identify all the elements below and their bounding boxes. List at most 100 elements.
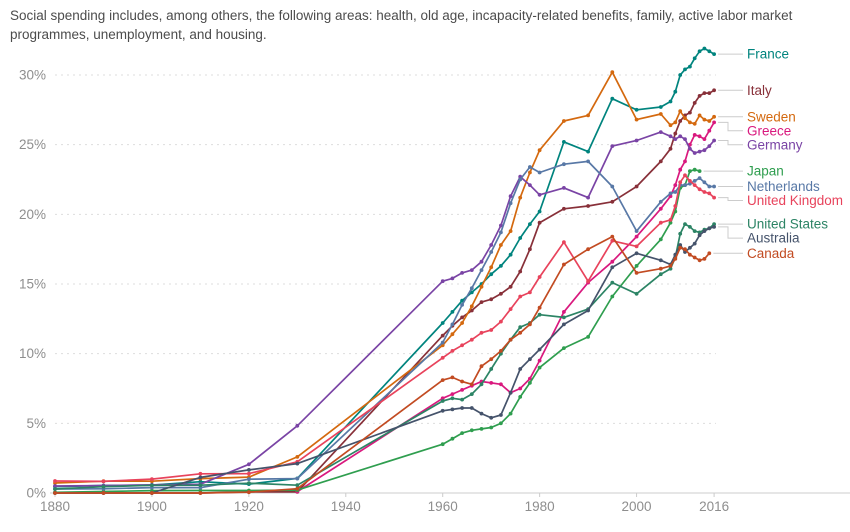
data-point-france (586, 149, 590, 154)
series-label-italy[interactable]: Italy (747, 83, 772, 98)
data-point-france (562, 140, 566, 144)
x-tick-label: 1920 (234, 499, 264, 514)
data-point-canada (537, 305, 542, 310)
data-point-france (634, 107, 639, 112)
series-line-japan[interactable] (54, 168, 700, 494)
series-label-netherlands[interactable]: Netherlands (747, 179, 820, 194)
series-label-france[interactable]: France (747, 47, 789, 62)
series-label-germany[interactable]: Germany (747, 137, 803, 152)
data-point-sweden (678, 109, 683, 114)
data-point-canada (678, 245, 683, 250)
data-point-germany (702, 148, 707, 153)
series-line-france[interactable] (54, 47, 715, 488)
data-point-netherlands (668, 191, 673, 196)
series-line-netherlands[interactable] (54, 160, 715, 490)
data-point-italy (702, 91, 707, 95)
data-point-united-states (634, 291, 639, 296)
chart-subtitle-note: Social spending includes, among others, … (10, 8, 793, 42)
data-point-netherlands (692, 179, 697, 183)
data-point-united-states (610, 280, 615, 285)
data-point-france (668, 99, 673, 104)
data-point-united-states (712, 222, 716, 227)
series-label-sweden[interactable]: Sweden (747, 109, 796, 124)
data-point-japan (610, 294, 615, 299)
data-point-united-kingdom (247, 471, 251, 476)
data-point-australia (692, 241, 697, 246)
data-point-united-kingdom (562, 240, 566, 245)
data-point-netherlands (697, 176, 702, 181)
data-point-sweden (683, 116, 687, 121)
y-tick-label: 30% (19, 68, 46, 83)
data-point-netherlands (479, 268, 484, 272)
data-point-australia (499, 413, 503, 417)
data-point-netherlands (586, 159, 590, 164)
data-point-sweden (712, 114, 716, 119)
series-label-greece[interactable]: Greece (747, 123, 791, 138)
data-point-france (610, 96, 615, 101)
data-point-france (499, 264, 503, 268)
data-point-germany (712, 138, 716, 143)
data-point-greece (528, 376, 532, 381)
series-line-australia[interactable] (55, 226, 715, 494)
data-point-canada (707, 251, 712, 256)
series-line-sweden[interactable] (54, 71, 715, 484)
data-point-united-states (53, 487, 57, 491)
data-point-italy (518, 269, 523, 274)
data-point-germany (247, 462, 251, 467)
data-point-australia (479, 411, 484, 416)
data-point-australia (712, 225, 716, 229)
data-point-japan (518, 395, 523, 399)
data-point-united-states (198, 483, 203, 488)
data-point-australia (469, 406, 474, 410)
data-point-netherlands (562, 162, 566, 167)
data-point-italy (489, 297, 494, 302)
series-line-germany[interactable] (54, 131, 715, 487)
series-line-united-states[interactable] (54, 223, 715, 490)
data-point-united-states (101, 484, 106, 489)
data-point-italy (610, 199, 615, 204)
data-point-greece (673, 183, 678, 188)
data-point-germany (683, 137, 687, 142)
label-connector-australia (718, 226, 743, 239)
data-point-united-kingdom (198, 471, 203, 476)
data-point-japan (499, 421, 503, 426)
data-point-united-kingdom (668, 218, 673, 222)
data-point-sweden (586, 113, 590, 118)
series-label-united-kingdom[interactable]: United Kingdom (747, 193, 843, 208)
data-point-canada (479, 364, 484, 369)
data-point-greece (537, 358, 542, 363)
data-point-france (692, 56, 697, 61)
data-point-united-kingdom (508, 307, 513, 311)
series-line-canada[interactable] (55, 235, 710, 494)
data-point-germany (295, 423, 300, 428)
series-line-greece[interactable] (296, 121, 715, 493)
data-point-canada (499, 349, 503, 353)
data-point-united-kingdom (673, 204, 678, 208)
data-point-united-states (688, 225, 692, 229)
data-point-greece (634, 234, 639, 239)
y-tick-label: 20% (19, 207, 46, 222)
data-point-united-states (489, 367, 494, 371)
data-point-canada (295, 486, 300, 491)
data-point-australia (678, 243, 683, 247)
data-point-canada (489, 357, 494, 362)
data-point-italy (440, 333, 445, 338)
data-point-united-kingdom (610, 238, 615, 243)
series-label-canada[interactable]: Canada (747, 246, 795, 261)
data-point-netherlands (673, 190, 678, 194)
data-point-canada (683, 247, 687, 252)
data-point-france (658, 105, 663, 109)
data-point-germany (688, 146, 692, 151)
data-point-greece (460, 388, 464, 392)
data-point-italy (697, 94, 702, 98)
data-point-germany (450, 276, 455, 281)
data-point-italy (508, 284, 513, 289)
series-label-australia[interactable]: Australia (747, 231, 800, 246)
series-label-united-states[interactable]: United States (747, 217, 828, 232)
data-point-greece (518, 386, 523, 391)
series-label-japan[interactable]: Japan (747, 164, 784, 179)
data-point-netherlands (518, 177, 523, 182)
data-point-united-states (295, 483, 300, 488)
